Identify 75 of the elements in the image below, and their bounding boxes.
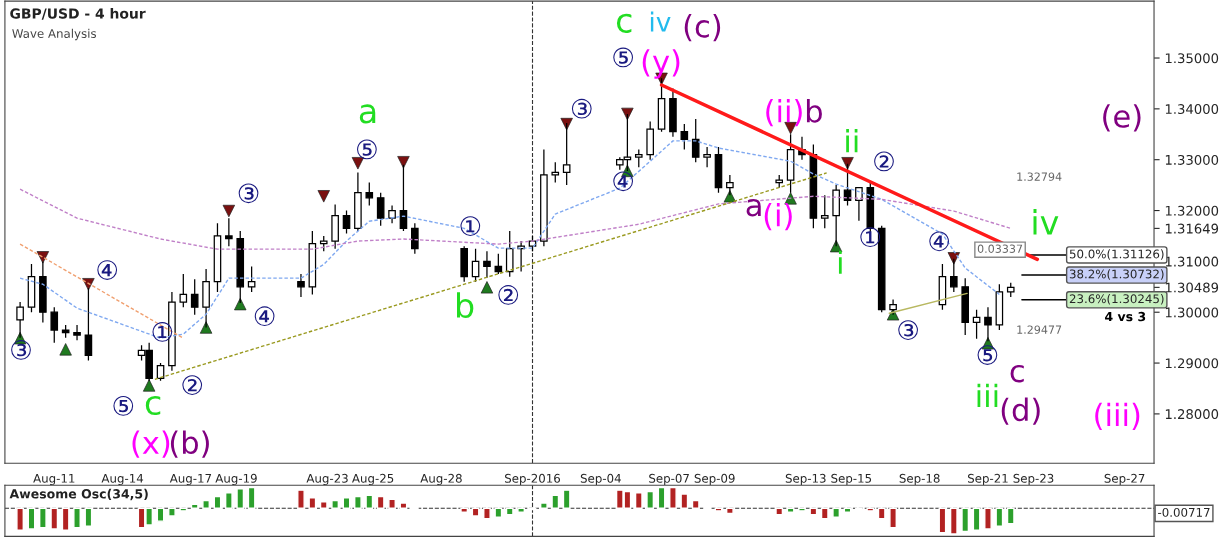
annotation: c	[145, 395, 161, 416]
annotation: b	[806, 99, 822, 123]
annotation: (e)	[1103, 104, 1141, 132]
y-tick-label: 1.30000	[1165, 307, 1219, 318]
x-tick-label: Aug-23	[306, 473, 348, 486]
annotation: c	[1010, 364, 1024, 383]
annotation: ②	[182, 375, 203, 395]
annotation: (d)	[1001, 397, 1040, 425]
annotation: ii	[846, 129, 858, 153]
x-tick-label: Sep-21	[967, 473, 1008, 486]
annotation: (y)	[642, 49, 680, 79]
x-tick-label: Sep-27	[1104, 473, 1145, 486]
annotation: (c)	[684, 14, 721, 42]
annotation: ③	[238, 183, 259, 204]
annotation: (iii)	[1095, 402, 1140, 430]
chart-title: GBP/USD - 4 hour	[10, 8, 146, 20]
annotation: a	[746, 198, 761, 217]
x-tick-label: Aug-19	[215, 473, 257, 486]
y-tick-label: 1.28000	[1165, 409, 1219, 420]
x-tick-label: Sep-23	[1013, 473, 1054, 486]
annotation: ③	[898, 320, 918, 340]
text: -0.00717	[1158, 507, 1210, 517]
x-tick-label: Sep-2016	[505, 473, 561, 486]
y-tick-label: 1.35000	[1165, 53, 1219, 64]
x-tick-label: Sep-07	[649, 473, 689, 486]
annotation: ④	[929, 231, 950, 252]
annotation: (i)	[764, 203, 792, 231]
x-tick-label: Aug-11	[33, 474, 75, 486]
annotation: (x)	[132, 430, 170, 458]
ref-line-label: 38.2%(1.30732)	[1069, 269, 1164, 280]
ref-line-label: 50.0%(1.31126)	[1069, 249, 1164, 260]
x-tick-label: Sep-15	[831, 473, 872, 486]
annotation: ⑤	[113, 396, 134, 416]
x-tick-label: Sep-09	[694, 473, 735, 486]
annotation: ②	[874, 151, 894, 172]
x-tick-label: Aug-14	[101, 474, 144, 486]
annotation: (b)	[170, 430, 209, 458]
x-tick-label: Aug-28	[420, 473, 462, 486]
annotation: ③	[571, 98, 592, 119]
annotation: ①	[460, 216, 481, 236]
y-tick-label: 1.31000	[1165, 256, 1219, 267]
annotation: ④	[97, 260, 118, 280]
chart-title: Awesome Osc(34,5)	[9, 488, 148, 501]
ref-line-label: 23.6%(1.30245)	[1069, 294, 1164, 305]
annotation: ⑤	[977, 345, 998, 365]
annotation: 0.03337	[977, 244, 1023, 253]
annotation: c	[616, 13, 632, 33]
annotation: ⑤	[613, 47, 634, 68]
annotation: ③	[11, 340, 31, 360]
x-tick-label: Sep-04	[580, 473, 621, 486]
y-tick-label: 1.32000	[1165, 205, 1219, 216]
annotation: ④	[254, 306, 275, 327]
annotation: 1.29477	[1017, 325, 1062, 334]
y-tick-label: 1.33000	[1165, 154, 1219, 165]
annotation: (ii)	[766, 99, 802, 127]
annotation: 1.32794	[1017, 172, 1062, 181]
y-tick-label: 1.34000	[1165, 104, 1219, 115]
y-tick-label: 1.30489	[1165, 282, 1219, 293]
x-tick-label: Aug-17	[169, 474, 212, 486]
annotation: iii	[977, 383, 998, 407]
annotation: ⑤	[357, 139, 377, 160]
y-tick-label: 1.29000	[1165, 358, 1219, 369]
annotation: iv	[1033, 209, 1059, 235]
annotation: i	[838, 250, 842, 274]
x-tick-label: Sep-13	[785, 473, 826, 486]
annotation: 4 vs 3	[1105, 311, 1146, 322]
annotation: b	[457, 292, 474, 319]
text: Wave Analysis	[12, 28, 97, 41]
annotation: ②	[498, 285, 519, 305]
x-tick-label: Aug-25	[352, 473, 394, 486]
annotation: iv	[650, 11, 671, 32]
x-tick-label: Sep-18	[899, 473, 940, 486]
y-tick-label: 1.31649	[1165, 223, 1219, 234]
annotation: ④	[613, 171, 634, 192]
annotation: a	[359, 104, 376, 124]
